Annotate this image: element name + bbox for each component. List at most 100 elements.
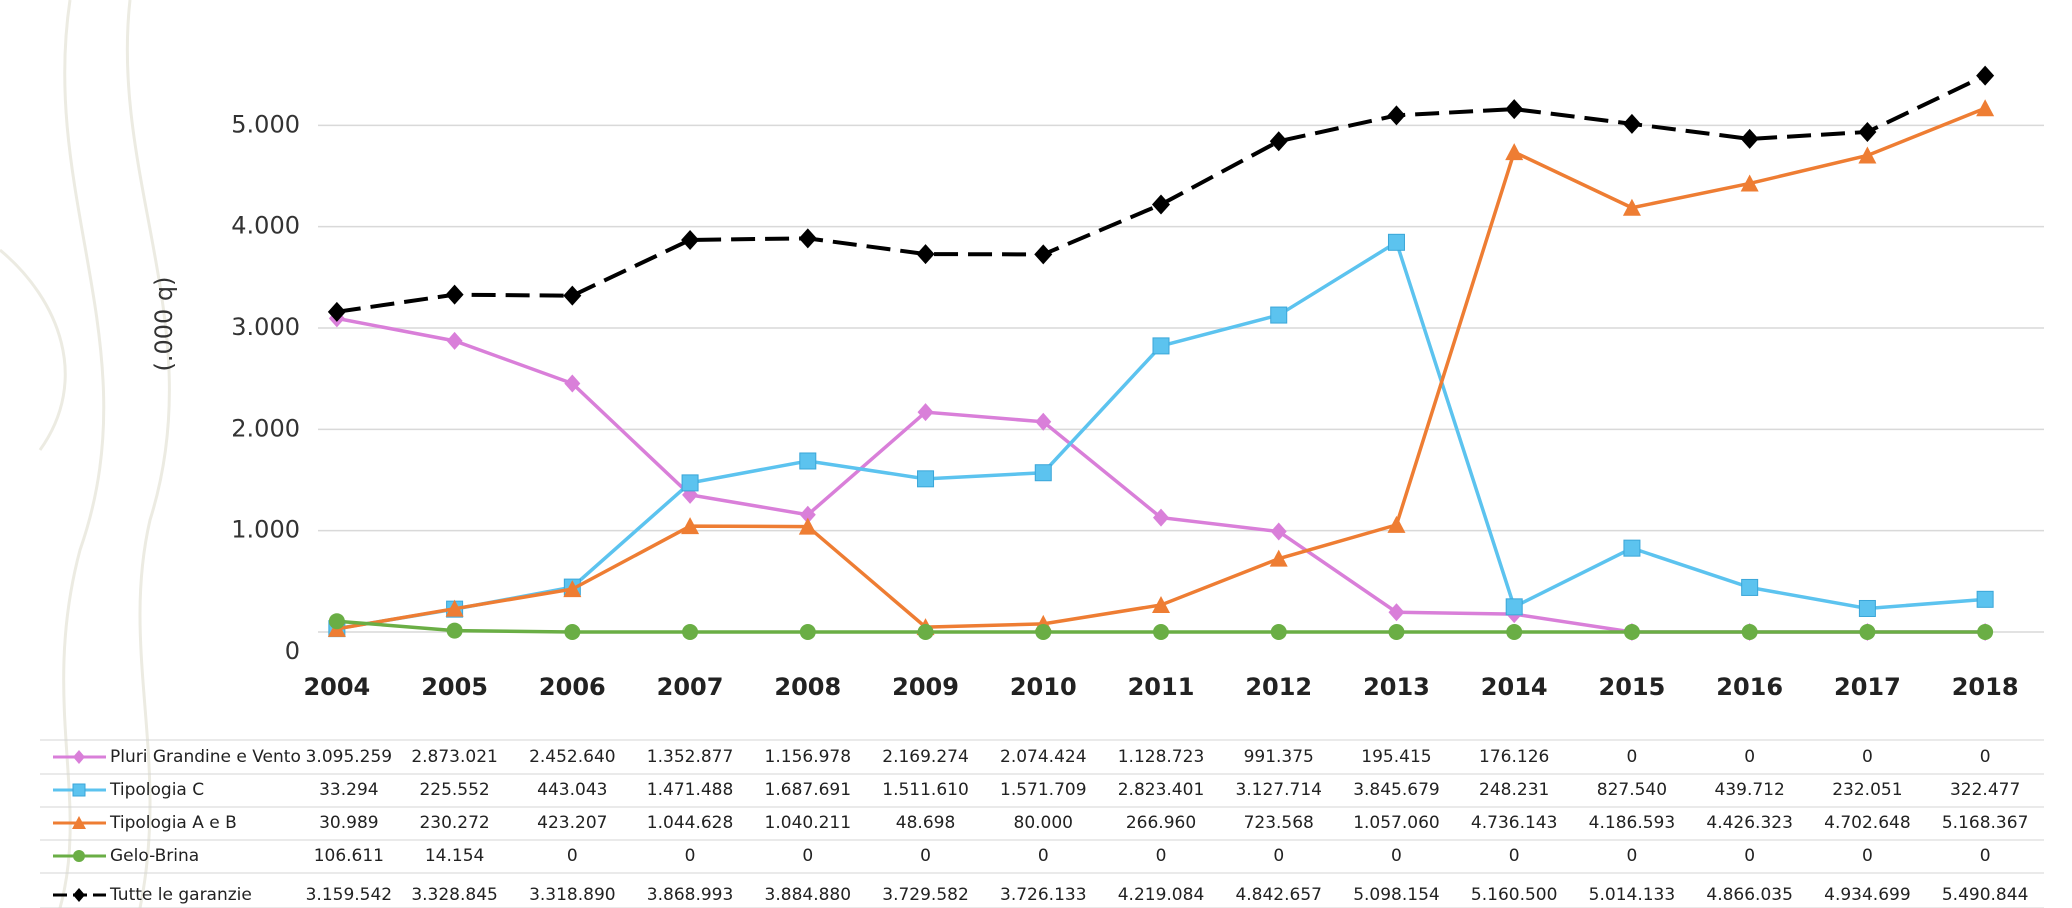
table-value: 2.169.274 <box>882 747 969 767</box>
table-value: 4.934.699 <box>1824 885 1911 905</box>
marker <box>1506 624 1523 640</box>
marker <box>564 374 581 393</box>
marker <box>1505 143 1524 161</box>
marker <box>1035 624 1052 640</box>
marker <box>1152 595 1170 613</box>
marker <box>1623 624 1640 640</box>
x-tick-label: 2014 <box>1481 673 1548 701</box>
table-value: 3.845.679 <box>1353 780 1440 800</box>
table-value: 33.294 <box>319 780 378 800</box>
marker <box>1741 624 1758 640</box>
table-value: 0 <box>1509 846 1520 866</box>
marker <box>72 816 86 829</box>
marker <box>1977 624 1994 640</box>
table-value: 230.272 <box>419 813 489 833</box>
marker <box>1623 539 1641 557</box>
legend-label: Tipologia C <box>109 780 204 800</box>
table-value: 248.231 <box>1479 780 1549 800</box>
x-tick-label: 2016 <box>1716 673 1783 701</box>
table-value: 1.040.211 <box>765 813 852 833</box>
marker <box>564 624 581 640</box>
table-value: 0 <box>1744 846 1755 866</box>
table-value: 1.057.060 <box>1353 813 1440 833</box>
table-value: 3.095.259 <box>306 747 393 767</box>
table-value: 0 <box>1156 846 1167 866</box>
table-value: 2.074.424 <box>1000 747 1087 767</box>
x-tick-label: 2004 <box>303 673 370 701</box>
marker <box>445 599 464 617</box>
table-value: 1.044.628 <box>647 813 734 833</box>
table-value: 2.873.021 <box>411 747 498 767</box>
table-value: 5.014.133 <box>1589 885 1676 905</box>
table-value: 80.000 <box>1014 813 1073 833</box>
table-value: 0 <box>1862 846 1873 866</box>
marker <box>1153 508 1169 527</box>
marker <box>1153 624 1169 640</box>
table-value: 827.540 <box>1597 780 1667 800</box>
marker <box>72 783 86 797</box>
marker <box>1858 599 1876 617</box>
marker <box>327 301 346 322</box>
marker <box>73 888 85 902</box>
table-value: 322.477 <box>1950 780 2020 800</box>
table-value: 4.219.084 <box>1118 885 1205 905</box>
marker <box>916 244 935 265</box>
marker <box>1858 146 1877 164</box>
marker <box>328 613 345 630</box>
table-value: 1.471.488 <box>647 780 734 800</box>
marker <box>1387 105 1406 126</box>
marker <box>799 452 817 470</box>
marker <box>1622 113 1641 134</box>
table-value: 3.726.133 <box>1000 885 1087 905</box>
marker <box>798 228 817 249</box>
table-value: 30.989 <box>319 813 378 833</box>
table-value: 3.159.542 <box>306 885 393 905</box>
table-value: 1.511.610 <box>882 780 969 800</box>
table-value: 3.884.880 <box>765 885 852 905</box>
table-value: 5.160.500 <box>1471 885 1558 905</box>
table-value: 176.126 <box>1479 747 1549 767</box>
table-value: 14.154 <box>425 846 484 866</box>
y-tick-label: 5.000 <box>231 110 300 138</box>
table-value: 4.842.657 <box>1235 885 1322 905</box>
x-tick-label: 2017 <box>1834 673 1901 701</box>
marker <box>1269 549 1288 567</box>
table-value: 3.318.890 <box>529 885 616 905</box>
table-value: 0 <box>1862 747 1873 767</box>
table-value: 443.043 <box>537 780 607 800</box>
table-value: 0 <box>567 846 578 866</box>
table-value: 4.426.323 <box>1706 813 1793 833</box>
marker <box>1740 174 1759 192</box>
marker <box>73 750 85 764</box>
marker <box>1387 515 1406 533</box>
table-value: 0 <box>1627 846 1638 866</box>
table-value: 2.823.401 <box>1118 780 1205 800</box>
table-value: 48.698 <box>896 813 955 833</box>
table-value: 0 <box>920 846 931 866</box>
marker <box>681 229 700 250</box>
x-tick-label: 2012 <box>1245 673 1312 701</box>
table-value: 3.127.714 <box>1235 780 1322 800</box>
marker <box>798 517 817 535</box>
marker <box>1034 464 1052 482</box>
y-axis-label: (.000 q) <box>150 276 178 371</box>
table-value: 195.415 <box>1361 747 1431 767</box>
x-tick-label: 2018 <box>1952 673 2019 701</box>
marker <box>1387 233 1405 251</box>
marker <box>1622 198 1641 216</box>
series <box>327 99 1995 637</box>
marker <box>1505 99 1524 120</box>
table-value: 1.156.978 <box>765 747 852 767</box>
table-value: 991.375 <box>1244 747 1314 767</box>
table-value: 4.186.593 <box>1589 813 1676 833</box>
marker <box>445 284 464 305</box>
table-value: 3.729.582 <box>882 885 969 905</box>
marker <box>1270 624 1287 640</box>
table-value: 0 <box>1038 846 1049 866</box>
table-value: 0 <box>1744 747 1755 767</box>
x-tick-label: 2015 <box>1599 673 1666 701</box>
marker <box>917 470 935 488</box>
x-tick-label: 2009 <box>892 673 959 701</box>
table-value: 1.352.877 <box>647 747 734 767</box>
series <box>328 613 1994 640</box>
